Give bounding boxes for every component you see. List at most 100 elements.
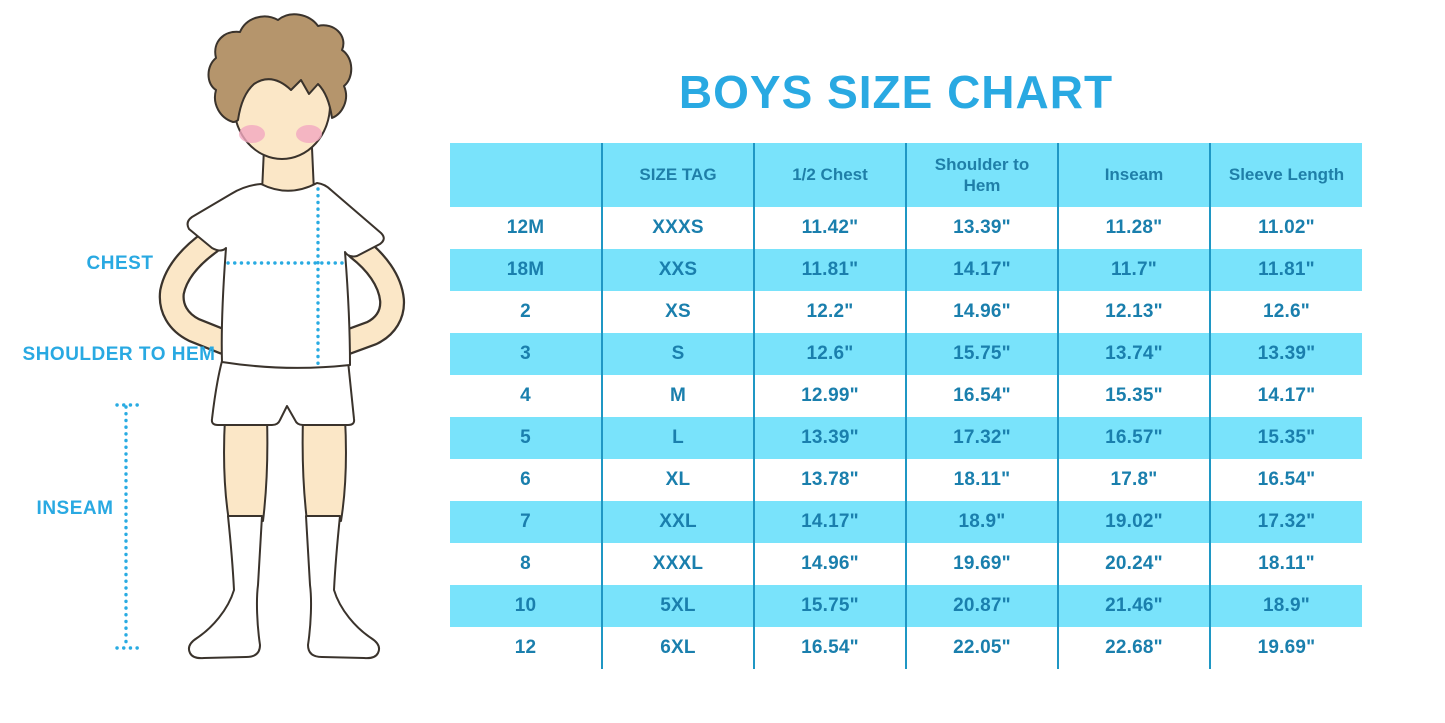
measurement-cell: 15.35" — [1209, 417, 1362, 459]
measurement-cell: 12.13" — [1057, 291, 1210, 333]
table-row: 6 XL 13.78" 18.11" 17.8" 16.54" — [450, 459, 1362, 501]
measurement-cell: 18.11" — [1209, 543, 1362, 585]
measurement-cell: 17.32" — [1209, 501, 1362, 543]
measurement-cell: 14.17" — [1209, 375, 1362, 417]
measurement-cell: XL — [601, 459, 754, 501]
measurement-cell: 18.11" — [905, 459, 1058, 501]
measurement-cell: 12.6" — [753, 333, 906, 375]
measurement-cell: 15.75" — [753, 585, 906, 627]
t-shirt — [186, 182, 385, 369]
measurement-cell: S — [601, 333, 754, 375]
measurement-cell: 15.75" — [905, 333, 1058, 375]
measurement-cell: 14.96" — [905, 291, 1058, 333]
size-cell: 12 — [514, 637, 537, 658]
size-table-container: SIZE TAG 1/2 Chest Shoulder to Hem Inseam Sl… — [450, 143, 1362, 669]
size-cell: 8 — [520, 553, 531, 574]
measurement-cell: M — [601, 375, 754, 417]
table-row: 10 5XL 15.75" 20.87" 21.46" 18.9" — [450, 585, 1362, 627]
measurement-cell: 11.28" — [1057, 207, 1210, 249]
chest-label: CHEST — [87, 253, 154, 274]
size-cell: 7 — [450, 501, 602, 543]
measurement-cell: 16.54" — [1209, 459, 1362, 501]
hair — [207, 13, 353, 123]
measurement-cell: 21.46" — [1057, 585, 1210, 627]
measurement-cell: 19.69" — [905, 543, 1058, 585]
measurement-cell: 13.39" — [1209, 333, 1362, 375]
measurement-cell: XXXL — [601, 543, 754, 585]
table-row: 7 XXL 14.17" 18.9" 19.02" 17.32" — [450, 501, 1362, 543]
size-cell: 18M — [450, 249, 602, 291]
table-row: 5 L 13.39" 17.32" 16.57" 15.35" — [450, 417, 1362, 459]
left-sock — [187, 515, 263, 660]
right-leg — [301, 417, 347, 522]
column-header: Shoulder to Hem — [905, 143, 1058, 207]
measurement-cell: 20.87" — [905, 585, 1058, 627]
measurement-cell: 14.17" — [753, 501, 906, 543]
measurement-cell: 16.57" — [1057, 417, 1210, 459]
column-header: SIZE TAG — [601, 143, 754, 207]
measurement-cell: 15.35" — [1057, 375, 1210, 417]
column-header: Sleeve Length — [1209, 143, 1362, 207]
table-row: 18M XXS 11.81" 14.17" 11.7" 11.81" — [450, 249, 1362, 291]
measurement-cell: XXXS — [601, 207, 754, 249]
boy-figure-svg: CHEST SHOULDER TO HEM INSEAM — [23, 13, 406, 660]
measurement-cell: 19.69" — [1209, 627, 1362, 669]
column-header: 1/2 Chest — [753, 143, 906, 207]
size-cell: 2 — [520, 301, 531, 322]
left-arm — [158, 229, 237, 355]
table-row: 3 S 12.6" 15.75" 13.74" 13.39" — [450, 333, 1362, 375]
measurement-cell: 18.9" — [1209, 585, 1362, 627]
measurement-cell: 12.99" — [753, 375, 906, 417]
measurement-cell: 16.54" — [905, 375, 1058, 417]
shoulder-to-hem-label: SHOULDER TO HEM — [23, 344, 216, 365]
column-header: Inseam — [1057, 143, 1210, 207]
measurement-cell: 11.02" — [1209, 207, 1362, 249]
table-row: 12 6XL 16.54" 22.05" 22.68" 19.69" — [450, 627, 1362, 669]
measurement-cell: 14.96" — [753, 543, 906, 585]
table-row: 4 M 12.99" 16.54" 15.35" 14.17" — [450, 375, 1362, 417]
shorts — [210, 360, 356, 426]
measurement-cell: 20.24" — [1057, 543, 1210, 585]
measurement-cell: 17.32" — [905, 417, 1058, 459]
measurement-cell: XS — [601, 291, 754, 333]
measurement-cell: 12.2" — [753, 291, 906, 333]
column-header — [450, 143, 602, 207]
measurement-cell: 17.8" — [1057, 459, 1210, 501]
left-cheek-blush — [239, 125, 265, 143]
measurement-cell: 11.7" — [1057, 249, 1210, 291]
measurement-cell: 12.6" — [1209, 291, 1362, 333]
measurement-cell: 14.17" — [905, 249, 1058, 291]
table-row: 2 XS 12.2" 14.96" 12.13" 12.6" — [450, 291, 1362, 333]
left-leg — [223, 417, 269, 522]
size-table: SIZE TAG 1/2 Chest Shoulder to Hem Inseam Sl… — [450, 143, 1362, 669]
measurement-cell: 13.39" — [905, 207, 1058, 249]
right-sock — [305, 515, 381, 660]
measurement-cell: 5XL — [601, 585, 754, 627]
boy-illustration: CHEST SHOULDER TO HEM INSEAM — [0, 0, 450, 723]
size-cell: 4 — [520, 385, 531, 406]
table-row: 12M XXXS 11.42" 13.39" 11.28" 11.02" — [450, 207, 1362, 249]
size-cell: 10 — [450, 585, 602, 627]
measurement-cell: 16.54" — [753, 627, 906, 669]
measurement-cell: 13.78" — [753, 459, 906, 501]
measurement-cell: XXS — [601, 249, 754, 291]
measurement-cell: 13.39" — [753, 417, 906, 459]
page-title: BOYS SIZE CHART — [678, 65, 1114, 118]
measurement-cell: XXL — [601, 501, 754, 543]
header-row: SIZE TAG 1/2 Chest Shoulder to Hem Inseam Sl… — [450, 143, 1362, 207]
size-cell: 3 — [450, 333, 602, 375]
measurement-cell: 22.05" — [905, 627, 1058, 669]
right-cheek-blush — [296, 125, 322, 143]
measurement-cell: L — [601, 417, 754, 459]
measurement-cell: 13.74" — [1057, 333, 1210, 375]
measurement-cell: 11.81" — [1209, 249, 1362, 291]
size-table-header: SIZE TAG 1/2 Chest Shoulder to Hem Inseam Sl… — [450, 143, 1362, 207]
inseam-label: INSEAM — [37, 498, 114, 519]
size-cell: 5 — [450, 417, 602, 459]
measurement-cell: 11.81" — [753, 249, 906, 291]
right-arm — [329, 235, 406, 357]
measurement-cell: 19.02" — [1057, 501, 1210, 543]
measurement-cell: 22.68" — [1057, 627, 1210, 669]
size-table-body: 12M XXXS 11.42" 13.39" 11.28" 11.02" 18M XXS 11.… — [450, 207, 1362, 669]
